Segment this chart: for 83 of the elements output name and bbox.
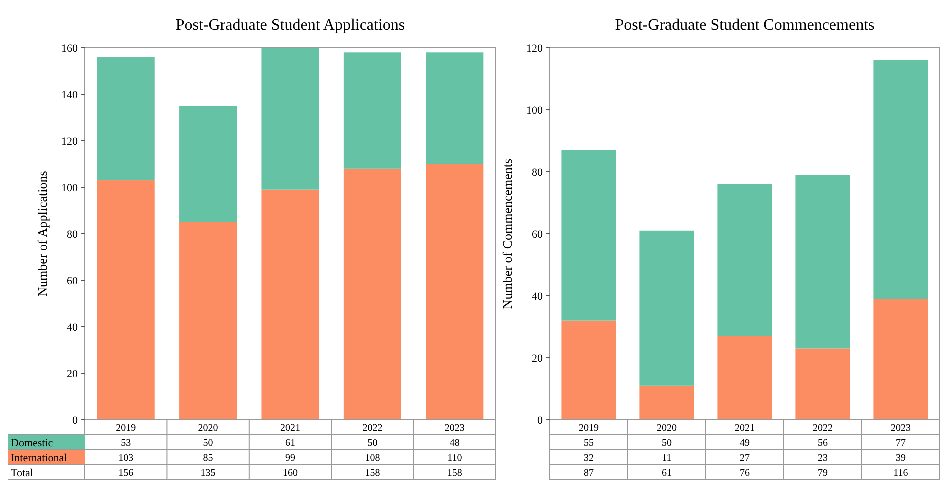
bar — [426, 164, 484, 420]
y-tick-label: 0 — [72, 414, 78, 427]
x-tick-label: 2022 — [813, 423, 833, 434]
bar — [344, 52, 402, 169]
x-tick-label: 2023 — [444, 423, 465, 434]
data-label: 11 — [662, 453, 672, 464]
data-label: 49 — [740, 438, 750, 449]
bar — [262, 190, 320, 420]
text: 87 — [584, 468, 594, 479]
text: International — [11, 452, 68, 464]
y-tick-label: 0 — [538, 414, 544, 427]
text: 158 — [365, 468, 380, 479]
data-label: 110 — [448, 453, 462, 464]
bar — [344, 168, 402, 420]
y-tick-label: 120 — [526, 42, 544, 55]
y-tick-label: 100 — [526, 104, 544, 117]
chart-title: Post-Graduate Student Commencements — [615, 17, 875, 34]
bar — [796, 175, 850, 349]
bar — [426, 52, 484, 164]
y-tick-label: 80 — [67, 228, 78, 241]
bar — [874, 299, 928, 420]
bar — [874, 60, 928, 300]
text: 160 — [283, 468, 298, 479]
x-tick-label: 2023 — [891, 423, 911, 434]
y-tick-label: 100 — [62, 182, 78, 194]
y-tick-label: 60 — [532, 228, 544, 241]
y-tick-label: 20 — [67, 368, 78, 380]
data-label: 56 — [818, 438, 828, 449]
data-label: 23 — [818, 453, 828, 464]
data-label: 61 — [286, 438, 296, 449]
bar — [718, 184, 772, 336]
data-label: 39 — [896, 453, 906, 464]
text: 135 — [200, 468, 216, 479]
data-label: 103 — [118, 453, 134, 464]
data-label: 32 — [584, 453, 594, 464]
x-tick-label: 2020 — [657, 423, 677, 434]
data-label: 108 — [365, 453, 380, 464]
y-tick-label: 120 — [62, 136, 78, 148]
y-tick-label: 160 — [62, 42, 78, 55]
data-label: 50 — [368, 438, 378, 449]
text: 76 — [740, 468, 750, 479]
bar — [262, 48, 320, 190]
bar — [97, 180, 155, 420]
y-axis-title: Number of Applications — [35, 171, 50, 297]
text: Total — [11, 467, 34, 480]
bar — [562, 320, 616, 420]
bar — [796, 348, 850, 420]
x-tick-label: 2021 — [735, 423, 755, 434]
chart-title: Post-Graduate Student Applications — [176, 17, 406, 34]
y-tick-label: 60 — [67, 275, 78, 288]
x-tick-label: 2021 — [280, 423, 300, 434]
data-label: 55 — [584, 438, 594, 449]
x-tick-label: 2019 — [116, 423, 136, 434]
data-label: 50 — [203, 438, 214, 449]
bar — [718, 336, 772, 420]
text: 61 — [662, 468, 672, 479]
bar — [640, 386, 694, 420]
bar — [640, 230, 694, 386]
text: 116 — [894, 468, 908, 479]
bar — [180, 106, 238, 222]
text: 156 — [118, 468, 134, 479]
x-tick-label: 2020 — [198, 423, 218, 434]
x-tick-label: 2019 — [579, 423, 599, 434]
data-label: 50 — [662, 438, 672, 449]
y-tick-label: 40 — [532, 290, 544, 303]
y-tick-label: 140 — [62, 89, 78, 102]
bar — [97, 57, 155, 181]
data-label: 48 — [450, 438, 460, 449]
bar — [180, 222, 238, 420]
y-tick-label: 40 — [67, 322, 78, 334]
text: Domestic — [11, 437, 54, 450]
text: 158 — [447, 468, 462, 479]
data-label: 53 — [121, 438, 132, 449]
y-axis-title: Number of Commencements — [500, 158, 515, 310]
data-label: 99 — [286, 453, 296, 464]
y-tick-label: 80 — [532, 166, 544, 179]
bar — [562, 150, 616, 321]
data-label: 77 — [896, 438, 906, 449]
x-tick-label: 2022 — [362, 423, 383, 434]
text: 79 — [818, 468, 828, 479]
data-label: 27 — [740, 453, 750, 464]
y-tick-label: 20 — [532, 352, 544, 365]
data-label: 85 — [203, 453, 214, 464]
